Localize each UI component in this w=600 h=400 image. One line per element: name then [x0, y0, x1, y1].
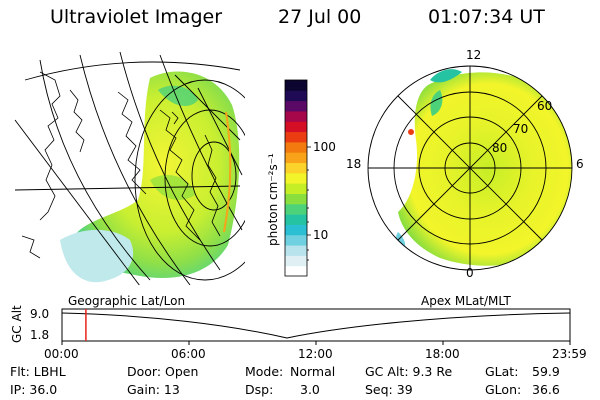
time-label: 01:07:34 UT — [428, 6, 545, 28]
filter-field: Flt: LBHL — [10, 364, 66, 379]
colorbar-band — [285, 172, 307, 184]
dsp-label: Dsp: — [245, 382, 274, 397]
gc-alt-curve — [61, 312, 571, 339]
date-label: 27 Jul 00 — [278, 6, 362, 28]
colorbar-band — [285, 121, 307, 133]
glat-value: 59.9 — [532, 364, 560, 379]
mlt-label-0: 0 — [466, 266, 474, 280]
left-aurora-blob — [72, 71, 240, 278]
colorbar-band — [285, 80, 307, 91]
timeline-xtick-1800: 18:00 — [425, 347, 460, 361]
timeline-xtick-0600: 06:00 — [171, 347, 206, 361]
colorbar-ticks — [307, 146, 311, 261]
mlt-label-6: 6 — [576, 157, 584, 171]
colorbar-band — [285, 255, 307, 267]
door-field: Door: Open — [127, 364, 199, 379]
coastlines — [21, 71, 221, 259]
right-aurora-patch — [430, 69, 462, 83]
seq-field: Seq: 39 — [365, 382, 413, 397]
left-aurora-tail — [60, 229, 134, 283]
colorbar-band — [285, 100, 307, 112]
timeline-plot — [61, 308, 571, 345]
right-aurora-hotspot — [408, 129, 414, 135]
glon-value: 36.6 — [532, 382, 560, 397]
right-aurora-patch — [430, 90, 443, 116]
timeline-axis-label: GC Alt — [10, 305, 24, 343]
timeline-xtick-0000: 00:00 — [44, 347, 79, 361]
colorbar-band — [285, 162, 307, 174]
mlt-label-18: 18 — [346, 157, 362, 171]
colorbar-tick-100: 100 — [313, 140, 336, 154]
timeline-xtick-2359: 23:59 — [552, 347, 587, 361]
colorbar-unit-label: photon cm⁻²s⁻¹ — [266, 153, 280, 246]
glat-label: GLat: — [485, 364, 519, 379]
mlat-label-80: 80 — [492, 141, 508, 155]
timeline-frame — [61, 308, 571, 342]
ip-field: IP: 36.0 — [10, 382, 58, 397]
timeline-xtick-1200: 12:00 — [298, 347, 333, 361]
mlat-label-70: 70 — [513, 122, 529, 136]
gain-field: Gain: 13 — [127, 382, 180, 397]
mode-label: Mode: — [245, 364, 284, 379]
mlt-label-12: 12 — [466, 48, 482, 62]
mlat-grid — [367, 65, 573, 271]
colorbar-band — [285, 193, 307, 205]
colorbar-band — [285, 224, 307, 236]
dsp-value: 3.0 — [300, 382, 320, 397]
gc-alt-field: GC Alt: 9.3 Re — [365, 364, 453, 379]
colorbar-tick-10: 10 — [313, 228, 329, 242]
colorbar-band — [285, 245, 307, 256]
colorbar-band — [285, 110, 307, 122]
colorbar-band — [285, 203, 307, 215]
timeline-ytick-1: 1.8 — [30, 328, 50, 342]
polar-map — [367, 65, 573, 271]
left-map-label: Geographic Lat/Lon — [68, 294, 186, 308]
colorbar-frame — [284, 79, 308, 277]
mode-value: Normal — [290, 364, 336, 379]
colorbar — [285, 80, 307, 277]
colorbar-band — [285, 90, 307, 102]
mlat-label-60: 60 — [537, 99, 553, 113]
glon-label: GLon: — [485, 382, 522, 397]
timeline-ytick-9: 9.0 — [30, 307, 50, 321]
right-map-label: Apex MLat/MLT — [421, 294, 511, 308]
colorbar-band — [285, 131, 307, 143]
left-aurora-edge — [223, 111, 232, 233]
left-aurora-patch — [158, 85, 198, 106]
colorbar-band — [285, 141, 307, 153]
geographic-map — [14, 51, 245, 285]
colorbar-band — [285, 183, 307, 194]
colorbar-band — [285, 265, 307, 277]
colorbar-band — [285, 214, 307, 225]
colorbar-band — [285, 152, 307, 164]
instrument-title: Ultraviolet Imager — [50, 6, 223, 28]
right-aurora-oval — [398, 72, 572, 266]
colorbar-band — [285, 234, 307, 246]
